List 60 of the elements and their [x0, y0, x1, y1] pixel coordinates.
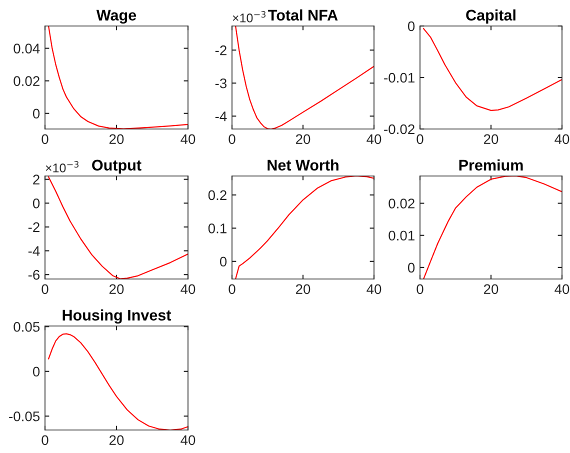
y-tick-label: 0: [408, 262, 415, 273]
y-tick-label: 0.02: [388, 198, 414, 208]
y-tick-label: 0: [32, 366, 40, 377]
y-tick-label: 0: [32, 108, 40, 119]
x-tick-label: 40: [366, 284, 382, 294]
x-tick-label: 40: [180, 284, 196, 294]
line-series: [422, 176, 562, 279]
y-tick-label: -0.01: [384, 72, 414, 83]
x-tick-label: 0: [228, 134, 236, 144]
x-tick-label: 20: [296, 284, 310, 294]
x-tick-label: 20: [109, 134, 124, 144]
chart-title: Capital: [466, 9, 516, 24]
chart-title: Output: [92, 160, 142, 174]
x-tick-label: 40: [180, 134, 196, 144]
y-tick-label: -4: [215, 112, 227, 122]
y-tick-label: 0: [220, 256, 227, 267]
y-tick-label: 0.04: [14, 44, 40, 54]
line-series: [234, 176, 374, 279]
x-tick-label: 40: [180, 435, 196, 446]
text: ×10$^{−3}$: [46, 161, 79, 172]
y-tick-label: -0.02: [384, 124, 414, 134]
x-tick-label: 0: [228, 284, 236, 294]
x-tick-label: 40: [554, 284, 570, 294]
text: ×10$^{−3}$: [232, 11, 266, 22]
y-tick-label: 2: [33, 174, 40, 184]
x-tick-label: 20: [484, 284, 498, 294]
x-tick-label: 0: [416, 134, 424, 144]
y-tick-label: 0: [408, 21, 415, 32]
line-series: [48, 333, 188, 430]
x-tick-label: 0: [42, 435, 48, 446]
y-tick-label: 0.1: [208, 224, 226, 234]
y-tick-label: 0.05: [14, 322, 40, 332]
chart-title: Total NFA: [268, 9, 338, 21]
y-tick-label: -2: [28, 222, 40, 232]
x-tick-label: 40: [554, 134, 570, 144]
chart-title: Wage: [96, 10, 136, 24]
chart-title: Net Worth: [268, 159, 338, 171]
y-tick-label: 0: [32, 198, 40, 208]
y-tick-label: -0.05: [9, 411, 40, 422]
line-series: [422, 28, 562, 112]
x-tick-label: 0: [42, 284, 48, 294]
x-tick-label: 20: [296, 134, 310, 144]
x-tick-label: 20: [109, 435, 124, 446]
y-tick-label: 0.2: [208, 190, 226, 200]
chart-title: Premium: [459, 159, 523, 171]
chart-title: Housing Invest: [62, 309, 172, 324]
line-series: [234, 26, 374, 129]
x-tick-label: 40: [366, 134, 382, 144]
line-series: [48, 26, 188, 129]
y-tick-label: -3: [215, 78, 227, 88]
y-tick-label: -4: [28, 246, 40, 256]
y-tick-label: 0.01: [388, 230, 414, 241]
x-tick-label: 20: [109, 284, 124, 294]
y-tick-label: -2: [215, 45, 226, 56]
x-tick-label: 0: [42, 134, 48, 144]
x-tick-label: 20: [484, 134, 498, 144]
x-tick-label: 0: [416, 284, 424, 294]
line-series: [48, 176, 188, 279]
y-tick-label: 0.02: [14, 76, 40, 86]
y-tick-label: -6: [28, 270, 40, 280]
